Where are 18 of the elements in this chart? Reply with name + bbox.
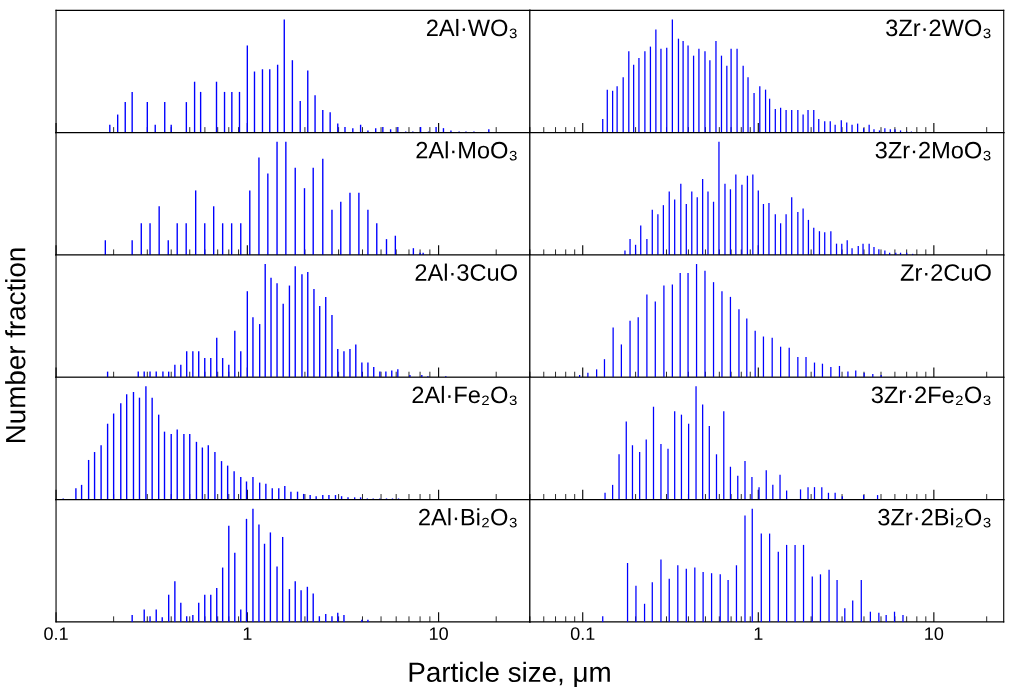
chart-title: 2Al·3CuO xyxy=(415,263,517,281)
x-tick-label: 10 xyxy=(925,627,944,641)
x-tick-label: 10 xyxy=(429,627,448,641)
chart-title: 3Zr·2WO₃ xyxy=(886,19,991,39)
chart-title: 3Zr·2Fe₂O₃ xyxy=(871,386,991,406)
chart-title: 2Al·Fe₂O₃ xyxy=(412,385,517,406)
chart-title: 2Al·MoO₃ xyxy=(416,141,517,161)
x-tick-label: 1 xyxy=(754,627,763,640)
x-tick-label: 0.1 xyxy=(44,627,68,641)
chart-title: 3Zr·2MoO₃ xyxy=(875,141,991,161)
chart-title: 3Zr·2Bi₂O₃ xyxy=(878,508,991,528)
x-axis-title: Particle size, μm xyxy=(409,661,610,688)
y-axis-title: Number fraction xyxy=(5,248,26,443)
x-tick-label: 0.1 xyxy=(570,627,595,641)
chart-title: Zr·2CuO xyxy=(900,264,991,281)
chart-title: 2Al·Bi₂O₃ xyxy=(419,508,517,528)
chart-title: 2Al·WO₃ xyxy=(426,18,517,39)
x-tick-label: 1 xyxy=(243,627,252,640)
